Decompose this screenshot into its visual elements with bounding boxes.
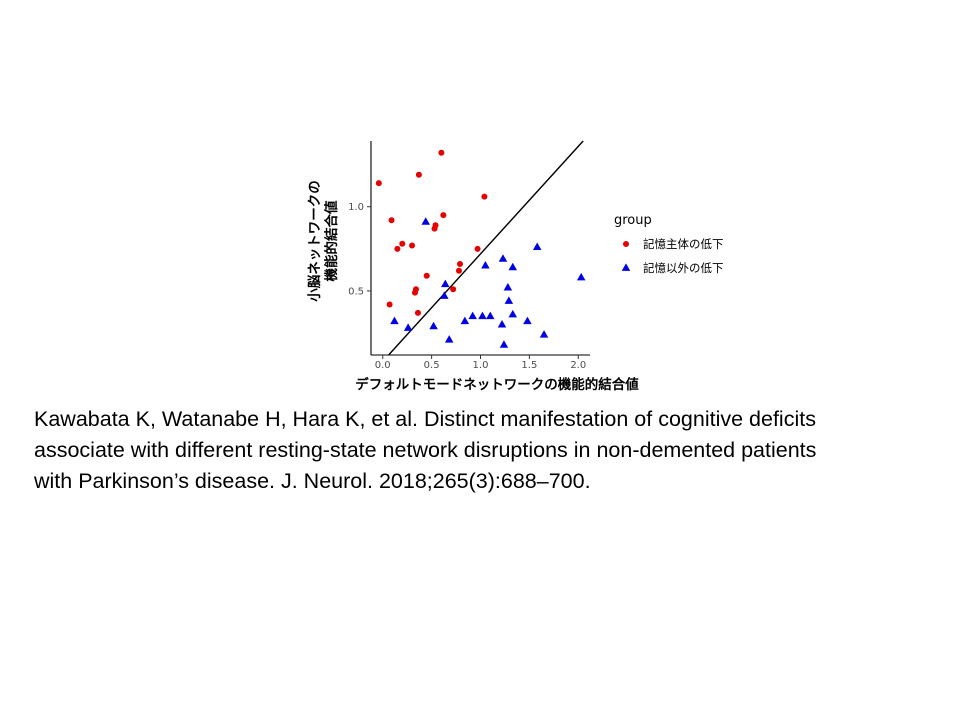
data-point-triangle [444, 335, 454, 343]
data-point-triangle [441, 279, 450, 288]
x-axis-label: デフォルトモードネットワークの機能的結合値 [355, 376, 639, 393]
y-tick-label: 0.5 [348, 286, 364, 297]
legend-title: group [614, 213, 652, 228]
legend-label: 記憶以外の低下 [643, 261, 724, 275]
data-point-triangle [499, 340, 509, 348]
legend-label: 記憶主体の低下 [643, 237, 724, 251]
data-point-triangle [504, 296, 514, 304]
data-point-circle [432, 222, 439, 229]
data-point-triangle [478, 311, 487, 320]
data-point-triangle [508, 262, 518, 271]
data-point-triangle [403, 323, 413, 331]
data-point-triangle [523, 316, 532, 325]
x-axis: 0.0 0.5 1.0 1.5 2.0 [371, 354, 590, 371]
series-2 [390, 217, 586, 348]
data-point-triangle [539, 330, 549, 338]
data-point-circle [386, 301, 393, 308]
citation-line-3: with Parkinson’s disease. J. Neurol. 201… [34, 469, 591, 493]
series-1 [375, 149, 488, 316]
data-point-triangle [390, 316, 399, 325]
data-point-circle [481, 193, 488, 200]
y-tick-label: 1.0 [348, 202, 364, 213]
data-point-circle [388, 217, 395, 224]
data-point-circle [375, 180, 382, 187]
y-axis: 0.5 1.0 [348, 141, 372, 355]
data-point-circle [474, 245, 481, 252]
data-point-circle [423, 272, 430, 279]
data-point-circle [399, 240, 406, 247]
citation-line-1: Kawabata K, Watanabe H, Hara K, et al. D… [34, 407, 816, 431]
x-tick-label: 2.0 [570, 360, 586, 371]
y-axis-label-line-2: 機能的結合値 [323, 200, 340, 281]
data-point-triangle [576, 272, 586, 281]
data-point-circle [414, 309, 421, 316]
data-point-triangle [503, 282, 513, 291]
legend-marker [621, 263, 631, 271]
data-point-circle [394, 245, 401, 252]
data-point-triangle [498, 254, 508, 262]
legend-marker [623, 241, 629, 247]
data-point-circle [415, 171, 422, 178]
data-point-triangle [497, 320, 507, 328]
data-point-circle [409, 242, 416, 249]
data-point-triangle [508, 309, 518, 318]
data-point-triangle [440, 291, 449, 299]
y-axis-label: 小脳ネットワークの 機能的結合値 [307, 180, 340, 302]
data-point-circle [412, 286, 419, 293]
chart-marks [375, 140, 586, 356]
data-point-circle [455, 267, 462, 274]
data-point-circle [450, 286, 457, 293]
citation-line-2: associate with different resting-state n… [34, 438, 817, 462]
data-point-triangle [481, 261, 490, 269]
data-point-triangle [532, 242, 542, 251]
y-axis-label-line-1: 小脳ネットワークの [307, 180, 323, 302]
x-tick-label: 1.0 [473, 360, 489, 371]
data-point-triangle [421, 217, 430, 225]
data-point-triangle [460, 316, 470, 325]
data-point-triangle [468, 311, 477, 320]
x-tick-label: 0.5 [424, 360, 440, 371]
data-point-circle [440, 212, 447, 219]
reference-line [388, 140, 584, 356]
citation: Kawabata K, Watanabe H, Hara K, et al. D… [34, 404, 934, 497]
data-point-triangle [486, 311, 495, 320]
x-tick-label: 0.0 [375, 360, 391, 371]
data-point-triangle [429, 321, 438, 330]
x-tick-label: 1.5 [521, 360, 537, 371]
data-point-circle [438, 149, 445, 156]
data-point-circle [456, 261, 463, 268]
